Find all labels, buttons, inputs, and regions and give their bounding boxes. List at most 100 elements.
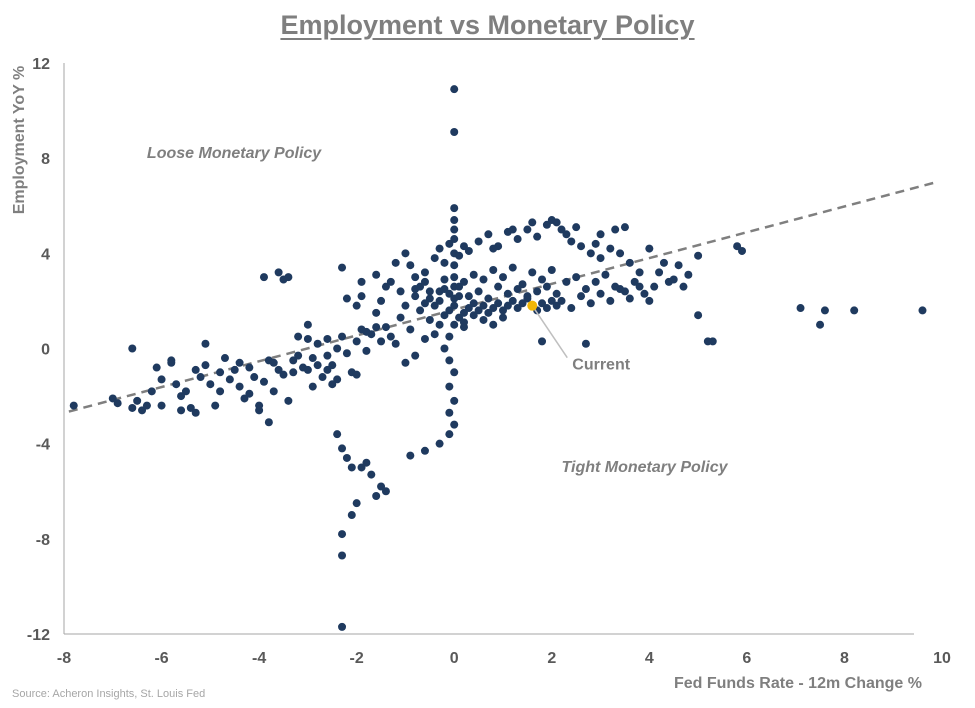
data-point	[659, 258, 668, 267]
data-point	[420, 446, 429, 455]
data-point	[147, 387, 156, 396]
data-point	[562, 230, 571, 239]
data-point	[435, 244, 444, 253]
data-point	[420, 334, 429, 343]
data-point	[269, 387, 278, 396]
data-point	[323, 334, 332, 343]
data-point	[386, 332, 395, 341]
data-point	[128, 344, 137, 353]
data-point	[128, 403, 137, 412]
data-point	[533, 232, 542, 241]
data-point	[528, 268, 537, 277]
data-point	[738, 246, 747, 255]
data-point	[450, 368, 459, 377]
data-point	[645, 296, 654, 305]
data-point	[450, 420, 459, 429]
data-point	[591, 239, 600, 248]
data-point	[377, 337, 386, 346]
data-point	[611, 225, 620, 234]
data-point	[450, 320, 459, 329]
data-point	[303, 320, 312, 329]
data-point	[333, 344, 342, 353]
data-point	[167, 358, 176, 367]
data-point	[489, 265, 498, 274]
data-point	[372, 492, 381, 501]
data-point	[596, 230, 605, 239]
data-point	[372, 323, 381, 332]
points-layer	[69, 85, 927, 631]
data-point	[201, 339, 210, 348]
data-point	[542, 282, 551, 291]
data-point	[547, 265, 556, 274]
data-point	[235, 358, 244, 367]
data-point	[484, 230, 493, 239]
data-point	[440, 258, 449, 267]
data-point	[479, 315, 488, 324]
data-point	[391, 339, 400, 348]
data-point	[469, 270, 478, 279]
labels-layer: Loose Monetary Policy Tight Monetary Poli…	[147, 145, 729, 476]
data-point	[601, 270, 610, 279]
data-point	[362, 346, 371, 355]
data-point	[406, 261, 415, 270]
x-tick-label: -4	[252, 650, 266, 667]
data-point	[420, 277, 429, 286]
data-point	[406, 325, 415, 334]
data-point	[567, 237, 576, 246]
data-point	[430, 254, 439, 263]
data-point	[513, 235, 522, 244]
data-point	[308, 382, 317, 391]
data-point	[362, 458, 371, 467]
data-point	[401, 249, 410, 258]
data-point	[381, 487, 390, 496]
y-tick-label: -4	[36, 437, 50, 454]
data-point	[650, 282, 659, 291]
data-point	[289, 356, 298, 365]
x-tick-label: 10	[933, 650, 951, 667]
data-point	[469, 299, 478, 308]
data-point	[552, 218, 561, 227]
data-point	[323, 351, 332, 360]
data-point	[577, 292, 586, 301]
data-point	[245, 363, 254, 372]
data-point	[513, 285, 522, 294]
data-point	[396, 287, 405, 296]
data-point	[625, 294, 634, 303]
data-point	[450, 273, 459, 282]
data-point	[435, 296, 444, 305]
data-point	[591, 277, 600, 286]
data-point	[445, 408, 454, 417]
data-point	[523, 292, 532, 301]
data-point	[303, 334, 312, 343]
data-point	[411, 285, 420, 294]
data-point	[508, 263, 517, 272]
data-point	[440, 344, 449, 353]
data-point	[342, 453, 351, 462]
data-point	[596, 254, 605, 263]
data-point	[625, 258, 634, 267]
data-point	[220, 354, 229, 363]
annotation-tight: Tight Monetary Policy	[562, 459, 729, 476]
data-point	[269, 358, 278, 367]
data-point	[645, 244, 654, 253]
data-point	[216, 387, 225, 396]
data-point	[450, 216, 459, 225]
data-point	[347, 511, 356, 520]
data-point	[338, 530, 347, 539]
data-point	[225, 375, 234, 384]
data-point	[640, 289, 649, 298]
data-point	[445, 356, 454, 365]
data-point	[694, 251, 703, 260]
data-point	[440, 285, 449, 294]
chart-title: Employment vs Monetary Policy	[280, 10, 695, 40]
data-point	[679, 282, 688, 291]
y-tick-label: 4	[41, 246, 50, 263]
data-point	[69, 401, 78, 410]
data-point	[435, 439, 444, 448]
data-point	[523, 225, 532, 234]
data-point	[259, 377, 268, 386]
source-note: Source: Acheron Insights, St. Louis Fed	[12, 688, 206, 700]
annotation-loose: Loose Monetary Policy	[147, 145, 322, 162]
data-point	[674, 261, 683, 270]
data-point	[606, 244, 615, 253]
